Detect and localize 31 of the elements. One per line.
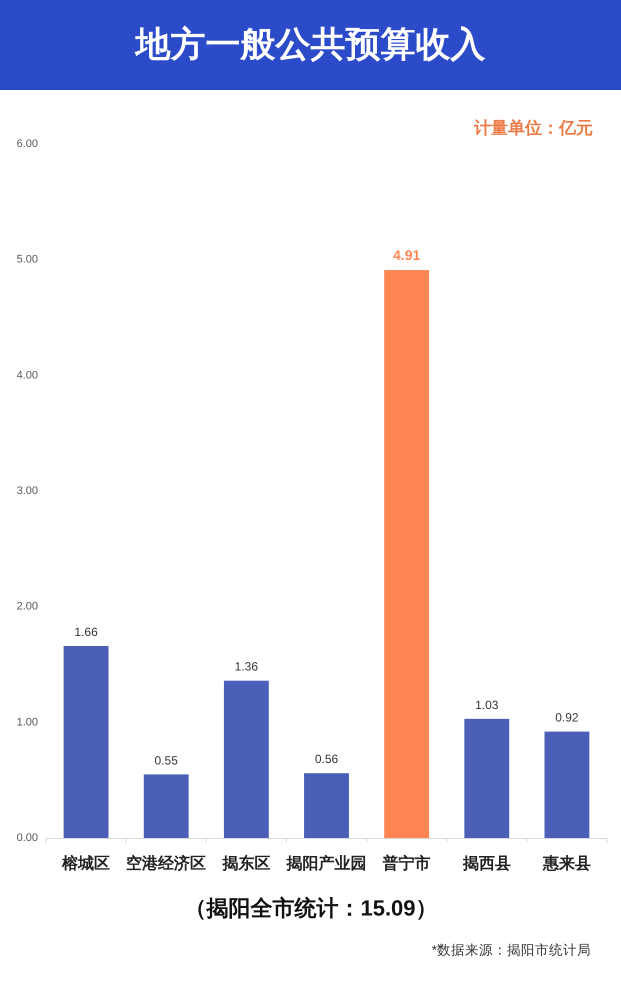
text: （揭阳全市统计：15.09） [184,896,438,920]
x-tick-label: 空港经济区 [126,854,206,872]
bar [464,718,510,838]
x-tick-label: 普宁市 [382,854,431,872]
bar [64,646,109,838]
y-tick-label: 2.00 [16,600,38,613]
data-label: 0.55 [154,753,178,768]
bar [224,680,269,838]
bar [544,732,590,838]
data-label: 4.91 [393,247,420,264]
y-tick-label: 5.00 [16,254,38,266]
data-label: 0.92 [555,710,579,725]
y-tick-label: 3.00 [16,485,38,497]
data-label: 1.03 [475,698,499,712]
x-tick-label: 惠来县 [542,854,591,872]
bar [144,774,189,838]
x-tick-label: 榕城区 [61,854,110,872]
data-label: 1.36 [234,660,258,674]
x-tick-label: 揭阳产业园 [286,854,366,872]
data-label: 1.66 [74,624,98,639]
y-tick-label: 4.00 [16,369,38,382]
text: 计量单位：亿元 [473,118,593,138]
y-tick-label: 6.00 [16,138,38,150]
y-tick-label: 1.00 [16,716,38,728]
data-label: 0.56 [314,752,338,766]
x-tick-label: 揭东区 [221,854,270,872]
x-tick-label: 揭西县 [462,854,511,872]
bar [384,270,430,838]
y-tick-label: 0.00 [16,832,38,844]
text: *数据来源：揭阳市统计局 [432,942,591,958]
bar [304,773,349,838]
